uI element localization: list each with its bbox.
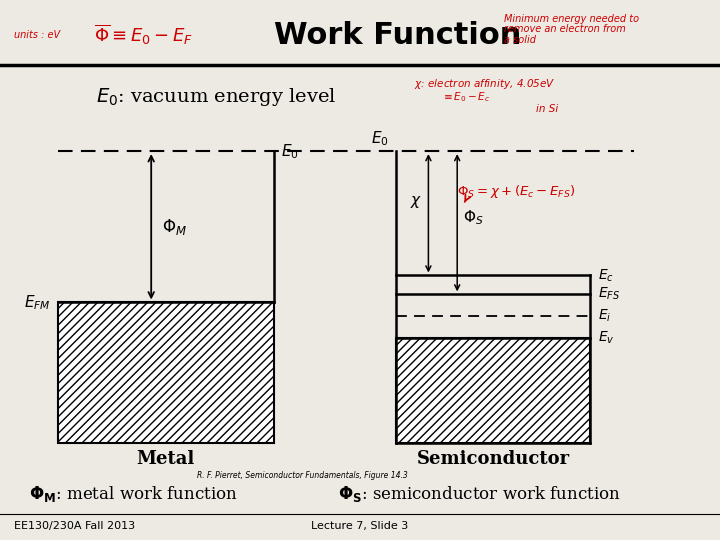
Text: $\mathit{E}_0$: vacuum energy level: $\mathit{E}_0$: vacuum energy level (96, 86, 336, 108)
Text: $E_v$: $E_v$ (598, 329, 614, 346)
Text: R. F. Pierret, Semiconductor Fundamentals, Figure 14.3: R. F. Pierret, Semiconductor Fundamental… (197, 471, 408, 480)
Text: Minimum energy needed to: Minimum energy needed to (504, 14, 639, 24)
Text: $\mathbf{\Phi_S}$: semiconductor work function: $\mathbf{\Phi_S}$: semiconductor work fu… (338, 484, 621, 504)
Text: EE130/230A Fall 2013: EE130/230A Fall 2013 (14, 522, 135, 531)
Text: $\Phi_S = \chi + (E_c - E_{FS})$: $\Phi_S = \chi + (E_c - E_{FS})$ (457, 184, 575, 200)
Text: Metal: Metal (137, 450, 194, 468)
Text: $\Phi_S$: $\Phi_S$ (463, 208, 484, 227)
Text: a solid: a solid (504, 35, 536, 45)
Text: remove an electron from: remove an electron from (504, 24, 626, 35)
Text: $\Phi_M$: $\Phi_M$ (162, 217, 187, 237)
Text: $\mathbf{\Phi_M}$: metal work function: $\mathbf{\Phi_M}$: metal work function (29, 484, 238, 504)
Text: in Si: in Si (536, 104, 559, 114)
Text: $\equiv E_0 - E_c$: $\equiv E_0 - E_c$ (441, 90, 490, 104)
Text: $E_0$: $E_0$ (371, 130, 389, 148)
Text: Semiconductor: Semiconductor (417, 450, 570, 468)
Text: $E_{FS}$: $E_{FS}$ (598, 286, 620, 302)
Text: units : eV: units : eV (14, 30, 60, 40)
Text: Work Function: Work Function (274, 21, 521, 50)
Bar (58, 302, 274, 443)
Text: $E_0$: $E_0$ (281, 142, 299, 160)
Text: $E_{FM}$: $E_{FM}$ (24, 293, 50, 312)
Text: $E_i$: $E_i$ (598, 308, 611, 324)
Text: $E_c$: $E_c$ (598, 267, 613, 284)
Text: $\chi$: electron affinity, 4.05eV: $\chi$: electron affinity, 4.05eV (414, 77, 555, 91)
Text: $\chi$: $\chi$ (410, 194, 423, 211)
Text: $\overline{\Phi} \equiv E_0 - E_F$: $\overline{\Phi} \equiv E_0 - E_F$ (94, 23, 193, 48)
Text: Lecture 7, Slide 3: Lecture 7, Slide 3 (311, 522, 409, 531)
Bar (396, 338, 590, 443)
